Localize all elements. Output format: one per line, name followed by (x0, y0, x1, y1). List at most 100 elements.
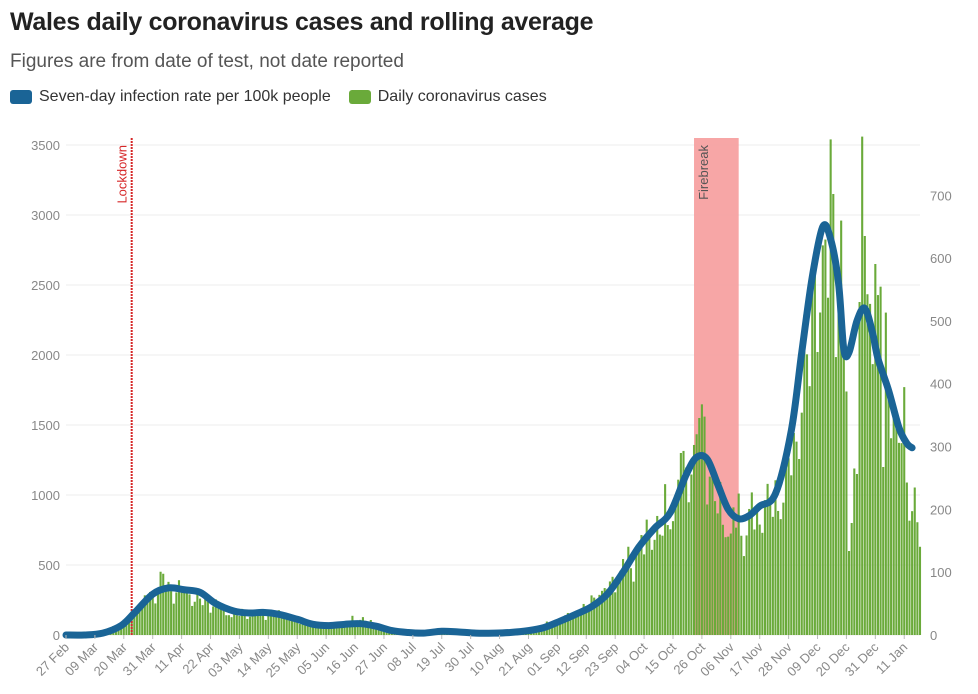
bar (590, 595, 593, 635)
bar (343, 623, 346, 635)
bar (175, 592, 178, 635)
x-tick-label: 27 Jun (352, 640, 390, 678)
bar (238, 615, 241, 635)
bar (340, 623, 343, 635)
bar (241, 608, 244, 635)
bar (682, 450, 685, 635)
bar (125, 618, 128, 635)
bar (769, 501, 772, 635)
bar (674, 494, 677, 635)
bar (551, 624, 554, 635)
bar (650, 549, 654, 635)
bar (719, 482, 722, 635)
bar (246, 618, 249, 635)
x-tick-label: 31 Dec (842, 639, 882, 679)
bar (890, 438, 893, 635)
legend-item-infection-rate[interactable]: Seven-day infection rate per 100k people (10, 88, 331, 106)
bar (170, 591, 173, 635)
bar (792, 433, 795, 635)
bar (732, 507, 735, 635)
bar (204, 593, 207, 635)
bar (687, 502, 690, 635)
bar (863, 236, 866, 635)
bar (193, 601, 196, 635)
bar (296, 618, 299, 635)
x-tick-label: 08 Jul (384, 639, 419, 674)
bar (332, 622, 336, 635)
bar (217, 603, 220, 635)
bar (301, 624, 304, 635)
y-right-tick-label: 100 (930, 565, 952, 580)
bar (275, 614, 278, 635)
bar (619, 570, 622, 635)
bar (871, 364, 874, 635)
bar (727, 536, 730, 635)
bar (188, 594, 191, 635)
bar (159, 571, 162, 635)
bar (685, 467, 688, 635)
bar (151, 596, 154, 635)
bar (233, 613, 236, 635)
bar (304, 625, 307, 635)
bar (564, 615, 567, 635)
bar (643, 554, 646, 635)
y-right-tick-label: 400 (930, 377, 952, 392)
bar (897, 442, 901, 635)
bar (267, 613, 270, 635)
bar (700, 404, 703, 635)
bar (692, 444, 696, 635)
bar (808, 386, 811, 635)
bar (322, 626, 325, 635)
bar (572, 613, 575, 635)
bar (335, 624, 338, 635)
y-left-tick-label: 0 (53, 628, 60, 643)
bar (648, 534, 651, 635)
bar (671, 521, 675, 635)
bar (758, 524, 761, 635)
bar (314, 623, 317, 635)
bar (196, 592, 199, 635)
bar (298, 623, 301, 635)
legend-swatch-infection-rate (10, 90, 32, 104)
bar (606, 588, 609, 635)
legend-item-daily-cases[interactable]: Daily coronavirus cases (348, 88, 547, 106)
bar (616, 584, 619, 635)
bar (708, 476, 711, 635)
bar (716, 513, 719, 635)
bar (800, 412, 803, 635)
bar (858, 302, 861, 635)
bar (156, 590, 160, 635)
firebreak-band (694, 138, 739, 635)
bar (356, 622, 359, 635)
bar (845, 391, 848, 635)
bar (272, 615, 275, 635)
bar (879, 286, 882, 635)
bar (149, 591, 152, 635)
x-tick-label: 11 Jan (873, 640, 911, 678)
bar (293, 620, 296, 635)
bar (325, 626, 328, 635)
bar (698, 418, 701, 635)
bar (180, 590, 183, 635)
bar (711, 475, 714, 635)
y-left-tick-label: 2000 (31, 348, 60, 363)
annotation-band (694, 138, 739, 635)
bar (364, 620, 367, 635)
bar (908, 520, 911, 635)
bar (782, 502, 785, 635)
bar (288, 613, 291, 635)
bar (353, 621, 357, 635)
bar (558, 622, 562, 635)
bar (735, 527, 738, 635)
bar (795, 441, 798, 635)
bar (269, 612, 273, 635)
bar (853, 468, 856, 635)
legend-label-daily-cases: Daily coronavirus cases (377, 88, 547, 105)
bar (327, 625, 330, 635)
bar (918, 546, 922, 635)
bar (235, 615, 238, 635)
bar (664, 484, 667, 635)
bar (866, 294, 869, 635)
line-infection-rate (62, 221, 916, 639)
